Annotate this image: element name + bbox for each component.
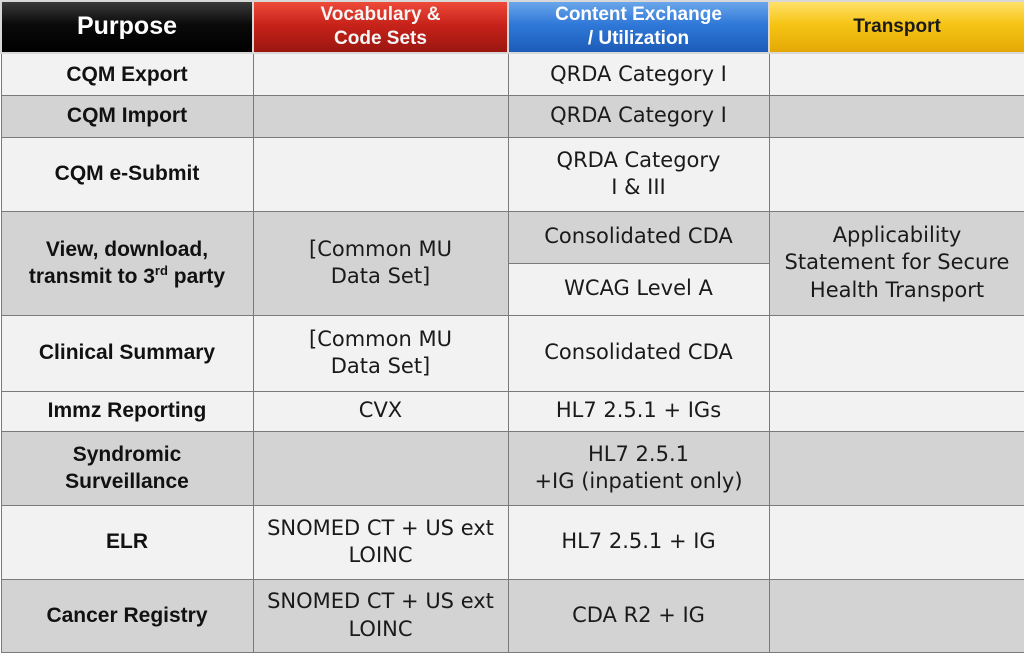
vocab-line1: [Common MU <box>309 326 452 351</box>
vocab-cell: [Common MU Data Set] <box>252 314 509 392</box>
purpose-cell: Immz Reporting <box>0 390 254 432</box>
header-content-exchange: Content Exchange / Utilization <box>507 0 770 54</box>
purpose-line1: Syndromic <box>72 442 182 466</box>
content-cell: QRDA Category I <box>507 52 770 96</box>
transport-line1: Applicability <box>832 223 962 248</box>
table-row: CQM e-Submit QRDA Category I & III <box>0 136 1024 212</box>
table-row: CQM Export QRDA Category I <box>0 52 1024 96</box>
table-row: WCAG Level A <box>1 262 1024 316</box>
transport-line2: Statement for Secure <box>784 250 1010 275</box>
content-cell: Consolidated CDA <box>507 210 770 264</box>
purpose-cell: Cancer Registry <box>0 578 254 653</box>
vocab-line2: Data Set] <box>330 354 431 378</box>
content-cell: QRDA Category I <box>507 94 770 138</box>
transport-cell <box>768 390 1024 432</box>
transport-cell <box>768 136 1024 212</box>
purpose-cell: Clinical Summary <box>0 314 254 392</box>
vocab-line1: SNOMED CT + US ext <box>267 589 494 614</box>
vocab-cell <box>252 430 509 506</box>
transport-line3: Health Transport <box>809 277 985 302</box>
header-vocabulary: Vocabulary & Code Sets <box>252 0 509 54</box>
vocab-line2: Data Set] <box>330 264 431 288</box>
vocab-line2: LOINC <box>348 543 413 567</box>
content-line1: QRDA Category <box>556 147 721 172</box>
header-content-line1: Content Exchange <box>555 4 722 26</box>
table-row: Immz Reporting CVX HL7 2.5.1 + IGs <box>0 390 1024 432</box>
ordinal-superscript: rd <box>154 263 168 278</box>
purpose-line2-text: transmit to 3 <box>28 265 155 288</box>
purpose-line2: Surveillance <box>65 470 189 493</box>
transport-cell <box>768 94 1024 138</box>
vocab-cell: SNOMED CT + US ext LOINC <box>252 578 509 653</box>
content-cell: WCAG Level A <box>507 262 770 316</box>
header-vocabulary-line2: Code Sets <box>334 28 427 49</box>
transport-cell <box>768 52 1024 96</box>
header-transport-label: Transport <box>853 16 941 38</box>
table-row: Clinical Summary [Common MU Data Set] Co… <box>0 314 1024 392</box>
transport-cell <box>768 430 1024 506</box>
header-vocabulary-line1: Vocabulary & <box>320 4 441 26</box>
content-line1: HL7 2.5.1 <box>588 441 689 466</box>
purpose-line2: transmit to 3rd party <box>8 263 247 290</box>
table-row: View, download, transmit to 3rd party [C… <box>0 210 1024 316</box>
purpose-cell: CQM Export <box>0 52 254 96</box>
vocab-cell: SNOMED CT + US ext LOINC <box>252 504 509 580</box>
vocab-line1: SNOMED CT + US ext <box>267 515 494 540</box>
purpose-cell: CQM Import <box>0 94 254 138</box>
transport-cell <box>768 578 1024 653</box>
vocab-cell: [Common MU Data Set] <box>252 210 509 316</box>
table-row: Syndromic Surveillance HL7 2.5.1 +IG (in… <box>0 430 1024 506</box>
vocab-cell <box>252 136 509 212</box>
vocab-cell <box>252 52 509 96</box>
table-row: CQM Import QRDA Category I <box>0 94 1024 138</box>
content-cell: HL7 2.5.1 +IG (inpatient only) <box>507 430 770 506</box>
vocab-line2: LOINC <box>348 616 413 641</box>
transport-cell <box>768 504 1024 580</box>
transport-cell <box>768 314 1024 392</box>
content-line2: +IG (inpatient only) <box>534 469 743 493</box>
purpose-cell: Syndromic Surveillance <box>0 430 254 506</box>
content-cell: Consolidated CDA <box>507 314 770 392</box>
header-purpose-label: Purpose <box>76 12 178 41</box>
table-row: Cancer Registry SNOMED CT + US ext LOINC… <box>0 578 1024 653</box>
content-cell: HL7 2.5.1 + IG <box>507 504 770 580</box>
vocab-line1: [Common MU <box>309 236 452 261</box>
purpose-cell: View, download, transmit to 3rd party <box>0 210 254 316</box>
vocab-cell <box>252 94 509 138</box>
header-purpose: Purpose <box>0 0 254 54</box>
purpose-line2-suffix: party <box>167 265 226 288</box>
purpose-cell: CQM e-Submit <box>0 136 254 212</box>
header-transport: Transport <box>768 0 1024 54</box>
content-line2: I & III <box>611 175 666 199</box>
purpose-cell: ELR <box>0 504 254 580</box>
purpose-line1: View, download, <box>45 237 209 261</box>
transport-cell: Applicability Statement for Secure Healt… <box>768 210 1024 316</box>
content-cell: CDA R2 + IG <box>507 578 770 653</box>
header-row: Purpose Vocabulary & Code Sets Content E… <box>0 0 1024 54</box>
content-cell: HL7 2.5.1 + IGs <box>507 390 770 432</box>
header-content-line2: / Utilization <box>587 28 690 49</box>
vocab-cell: CVX <box>252 390 509 432</box>
table-row: ELR SNOMED CT + US ext LOINC HL7 2.5.1 +… <box>0 504 1024 580</box>
content-cell: QRDA Category I & III <box>507 136 770 212</box>
